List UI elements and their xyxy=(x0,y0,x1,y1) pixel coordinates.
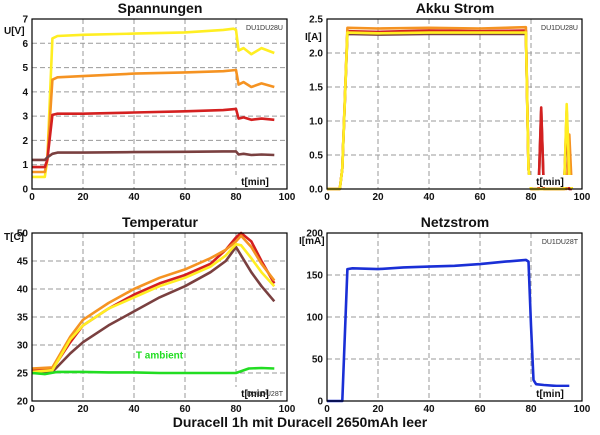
x-axis-label: t[min] xyxy=(241,389,269,400)
series-line-brown xyxy=(327,32,572,191)
y-tick-label: 3 xyxy=(22,112,28,123)
y-tick-label: 1.5 xyxy=(309,83,323,94)
series-line-brown xyxy=(32,150,275,162)
x-axis-label: t[min] xyxy=(536,177,564,188)
x-tick-label: 100 xyxy=(279,404,296,415)
x-tick-label: 80 xyxy=(230,404,242,415)
series-line-yellow xyxy=(32,27,275,179)
series-line-orange xyxy=(32,68,275,174)
x-tick-label: 0 xyxy=(324,404,330,415)
y-tick-label: 2 xyxy=(22,136,28,147)
y-tick-label: 50 xyxy=(312,355,324,366)
x-tick-label: 20 xyxy=(372,192,384,203)
chart-tag: DU1DU28T xyxy=(247,391,284,398)
x-tick-label: 60 xyxy=(474,404,486,415)
y-tick-label: 35 xyxy=(17,313,29,324)
series-line-green xyxy=(31,366,275,376)
x-tick-label: 100 xyxy=(574,192,591,203)
y-tick-label: 5 xyxy=(22,63,28,74)
series-line-red xyxy=(327,29,572,191)
series-line-orange xyxy=(31,234,276,370)
x-tick-label: 60 xyxy=(474,192,486,203)
y-axis-label: U[V] xyxy=(4,26,25,37)
x-axis-label: t[min] xyxy=(536,389,564,400)
x-tick-label: 20 xyxy=(77,192,89,203)
y-tick-label: 2.0 xyxy=(309,49,323,60)
y-tick-label: 150 xyxy=(306,271,323,282)
x-tick-label: 100 xyxy=(279,192,296,203)
x-label-backdrop xyxy=(231,175,279,187)
series-line-brown xyxy=(31,245,276,375)
x-axis-label: t[min] xyxy=(241,177,269,188)
x-label-backdrop xyxy=(231,387,279,399)
x-tick-label: 40 xyxy=(128,404,140,415)
series-line-orange xyxy=(327,25,574,191)
y-tick-label: 0.0 xyxy=(309,185,323,196)
y-tick-label: 0 xyxy=(22,185,28,196)
series-line-yellow xyxy=(327,31,574,191)
x-tick-label: 80 xyxy=(230,192,242,203)
x-tick-label: 40 xyxy=(423,404,435,415)
chart-panel-2: 0 20 40 60 80 100 0.0 0.5 1.0 1.5 2.0 2.5 Akku Strom… xyxy=(305,0,591,203)
y-tick-label: 6 xyxy=(22,39,28,50)
plot-frame xyxy=(326,232,583,402)
y-tick-label: 0.5 xyxy=(309,151,323,162)
y-tick-label: 50 xyxy=(17,229,29,240)
x-tick-label: 20 xyxy=(372,404,384,415)
x-tick-label: 20 xyxy=(77,404,89,415)
chart-tag: DU1DU28U xyxy=(246,25,283,32)
x-tick-label: 60 xyxy=(179,192,191,203)
series-line-blue xyxy=(327,258,570,403)
x-tick-label: 0 xyxy=(324,192,330,203)
chart-tag: DU1DU28U xyxy=(541,25,578,32)
y-tick-label: 1 xyxy=(22,160,28,171)
chart-tag: DU1DU28T xyxy=(542,239,579,246)
y-axis-label: T[C] xyxy=(4,232,24,243)
x-tick-label: 40 xyxy=(128,192,140,203)
x-tick-label: 40 xyxy=(423,192,435,203)
figure-caption: Duracell 1h mit Duracell 2650mAh leer xyxy=(173,414,428,430)
chart-panel-3: 0 20 40 60 80 10020253035404550TemperaturT[C]… xyxy=(4,214,296,415)
annotation-label: T ambient xyxy=(136,350,184,361)
series-line-red xyxy=(32,107,275,169)
y-tick-label: 4 xyxy=(22,87,28,98)
x-tick-label: 0 xyxy=(29,404,35,415)
y-tick-label: 30 xyxy=(17,341,29,352)
y-tick-label: 40 xyxy=(17,285,29,296)
y-tick-label: 2.5 xyxy=(309,15,323,26)
y-tick-label: 20 xyxy=(17,397,29,408)
x-tick-label: 0 xyxy=(29,192,35,203)
chart-title: Netzstrom xyxy=(421,214,489,230)
plot-frame xyxy=(31,232,288,402)
y-tick-label: 200 xyxy=(306,229,323,240)
plot-frame xyxy=(326,18,583,190)
plot-frame xyxy=(31,18,288,190)
y-axis-label: I[A] xyxy=(305,32,322,43)
y-tick-label: 100 xyxy=(306,313,323,324)
x-label-backdrop xyxy=(526,175,574,187)
x-tick-label: 80 xyxy=(525,192,537,203)
x-tick-label: 80 xyxy=(525,404,537,415)
y-tick-label: 1.0 xyxy=(309,117,323,128)
chart-panel-4: 0 20 40 60 80 100 0 50 100 150 200 Netzstrom I[mA] t[… xyxy=(299,214,591,415)
y-tick-label: 0 xyxy=(317,397,323,408)
chart-title: Akku Strom xyxy=(416,0,495,16)
y-tick-label: 7 xyxy=(22,15,28,26)
chart-title: Temperatur xyxy=(122,214,199,230)
chart-panel-1: 0 20 40 60 80 100 0 1 2 3 4 5 6 7 Spannungen U[V] t[min]… xyxy=(4,0,296,203)
x-label-backdrop xyxy=(526,387,574,399)
y-tick-label: 25 xyxy=(17,369,29,380)
chart-title: Spannungen xyxy=(118,0,203,16)
x-tick-label: 60 xyxy=(179,404,191,415)
x-tick-label: 100 xyxy=(574,404,591,415)
y-tick-label: 45 xyxy=(17,257,29,268)
y-axis-label: I[mA] xyxy=(299,236,325,247)
series-line-yellow xyxy=(31,242,276,374)
